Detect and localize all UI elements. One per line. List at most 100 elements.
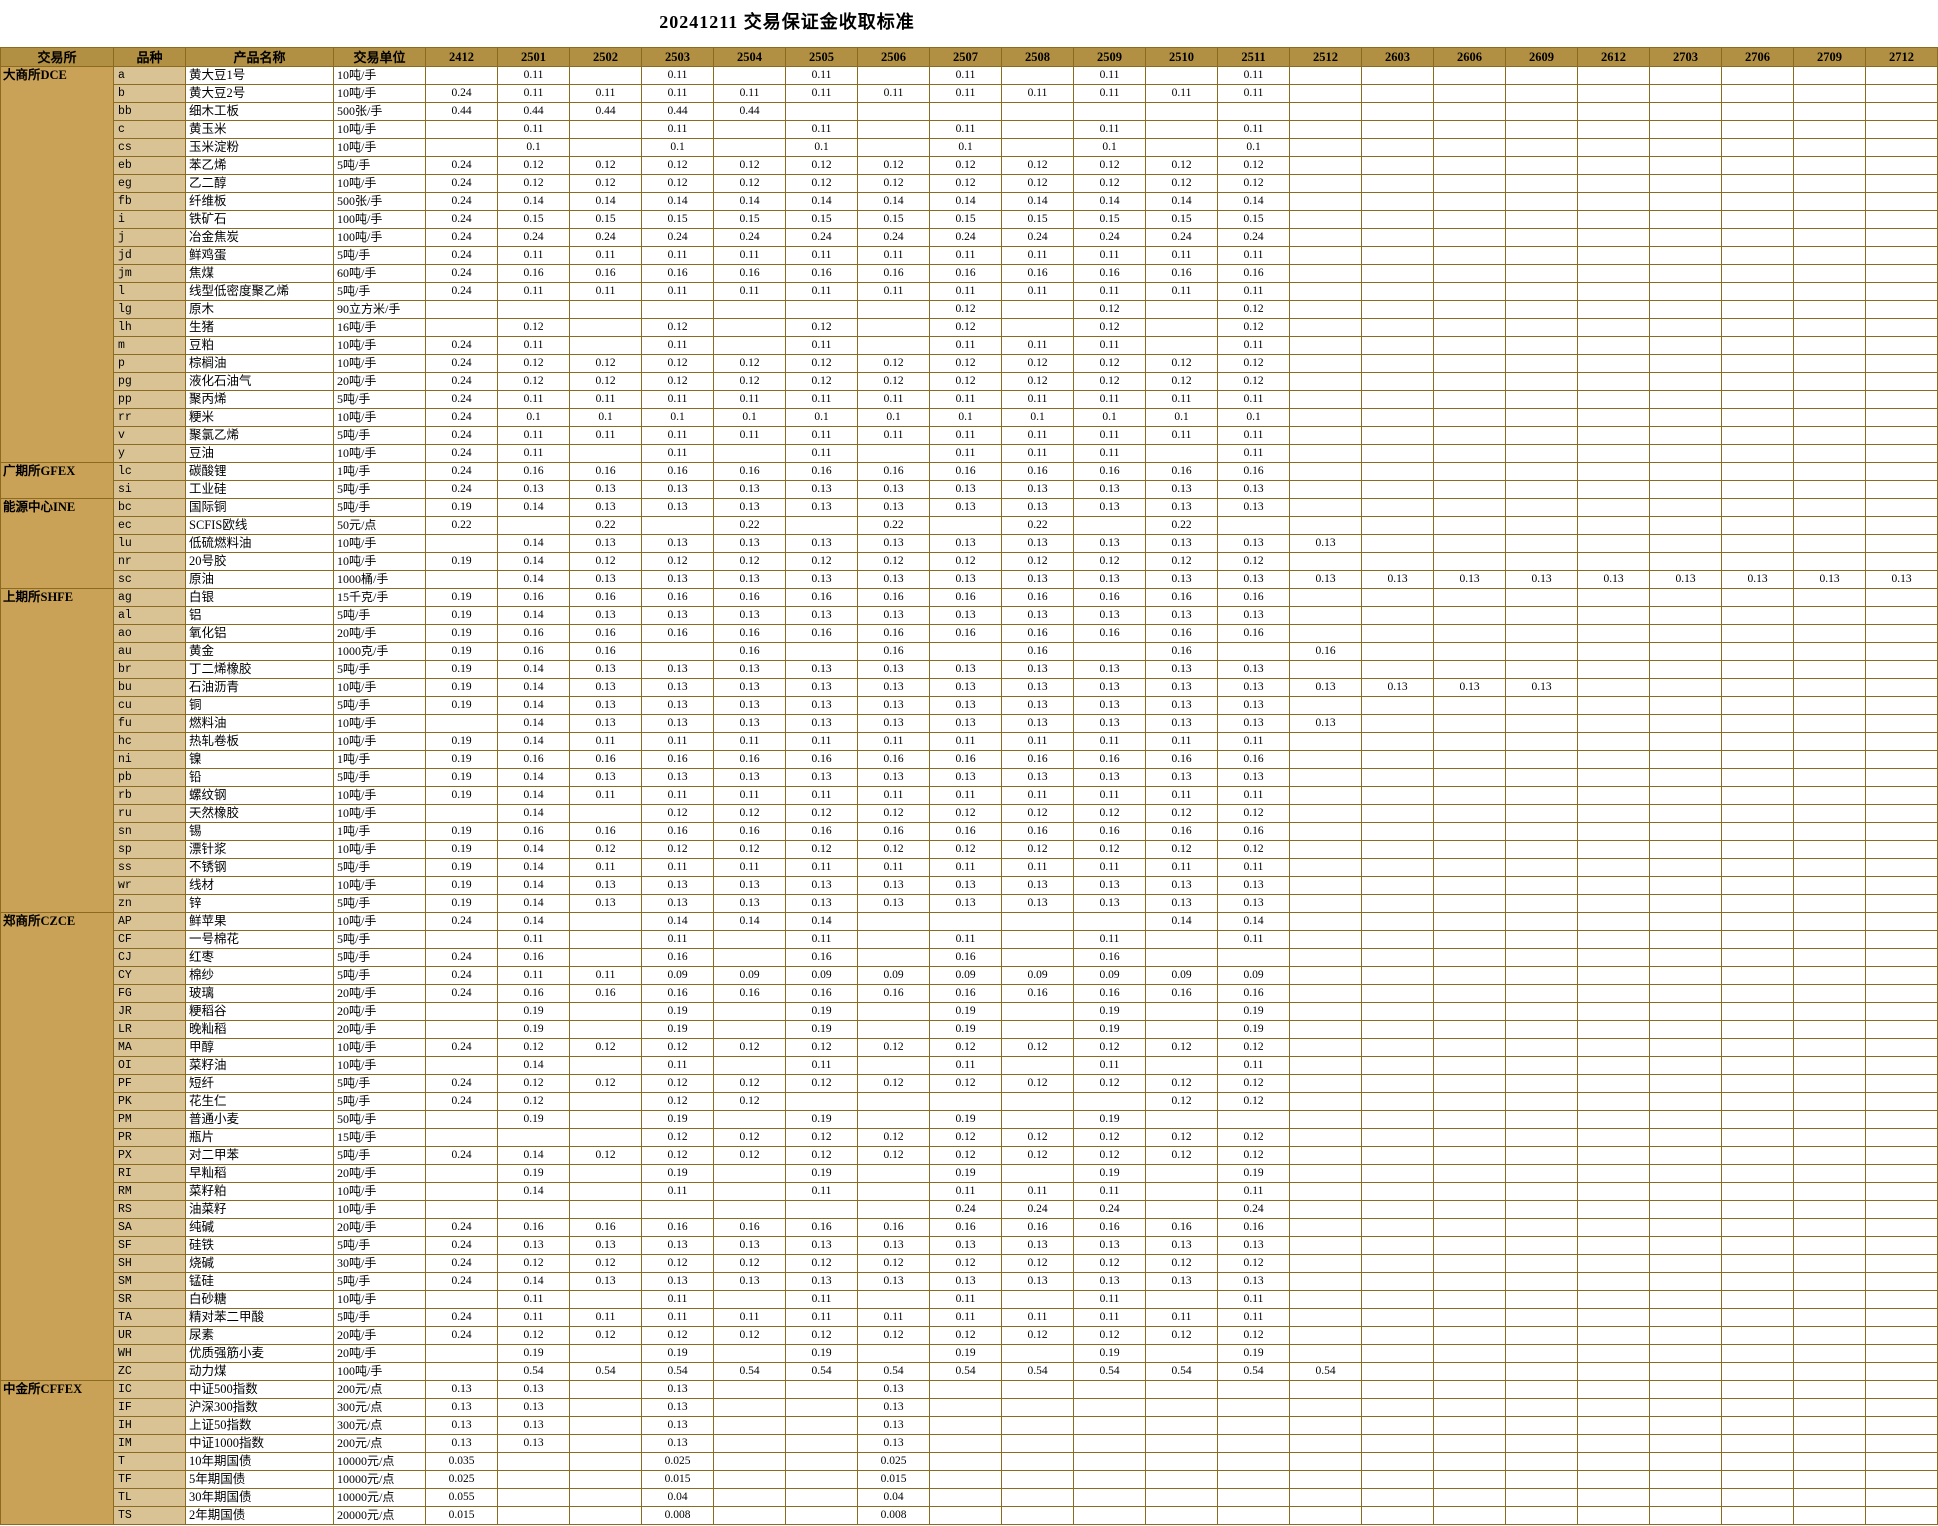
margin-value-cell — [1289, 300, 1362, 319]
margin-value-cell — [1433, 1362, 1506, 1381]
product-name-cell: 尿素 — [185, 1326, 334, 1345]
margin-value-cell — [1865, 102, 1938, 121]
margin-value-cell: 0.16 — [1217, 822, 1290, 841]
margin-value-cell — [1649, 1488, 1722, 1507]
margin-value-cell — [1289, 1326, 1362, 1345]
margin-value-cell: 0.14 — [497, 1272, 570, 1291]
margin-value-cell — [1433, 732, 1506, 751]
margin-value-cell: 0.12 — [641, 318, 714, 337]
margin-value-cell — [1361, 1362, 1434, 1381]
margin-value-cell — [1433, 1200, 1506, 1219]
variety-code-cell: cs — [113, 138, 186, 157]
margin-value-cell — [857, 1164, 930, 1183]
margin-value-cell: 0.09 — [1001, 966, 1074, 985]
margin-value-cell: 0.13 — [929, 570, 1002, 589]
margin-value-cell: 0.11 — [785, 930, 858, 949]
variety-code-cell: si — [113, 480, 186, 499]
margin-value-cell: 0.13 — [641, 498, 714, 517]
margin-value-cell — [1001, 102, 1074, 121]
margin-value-cell — [1289, 138, 1362, 157]
margin-value-cell — [1721, 102, 1794, 121]
margin-value-cell: 0.16 — [785, 1218, 858, 1237]
margin-value-cell — [1505, 354, 1578, 373]
margin-value-cell: 0.12 — [857, 354, 930, 373]
margin-value-cell — [425, 534, 498, 553]
margin-value-cell — [1289, 804, 1362, 823]
margin-value-cell — [857, 1200, 930, 1219]
margin-value-cell: 0.13 — [569, 606, 642, 625]
margin-value-cell — [1865, 354, 1938, 373]
margin-value-cell: 0.12 — [785, 804, 858, 823]
margin-value-cell: 0.16 — [497, 822, 570, 841]
product-name-cell: 线型低密度聚乙烯 — [185, 282, 334, 301]
margin-value-cell — [425, 1110, 498, 1129]
margin-value-cell: 0.13 — [1001, 696, 1074, 715]
margin-value-cell: 0.16 — [713, 462, 786, 481]
margin-value-cell — [1289, 1506, 1362, 1525]
table-row: eg 乙二醇 10吨/手 0.24 0.12 0.12 0.12 0.12 0.12 0.12 0.… — [1, 174, 1938, 193]
margin-value-cell: 0.11 — [1145, 858, 1218, 877]
margin-value-cell: 0.24 — [425, 480, 498, 499]
variety-code-cell: ZC — [113, 1362, 186, 1381]
margin-value-cell — [1433, 822, 1506, 841]
margin-value-cell — [1649, 1146, 1722, 1165]
margin-value-cell: 0.24 — [425, 1326, 498, 1345]
margin-value-cell — [1217, 1398, 1290, 1417]
margin-value-cell — [425, 318, 498, 337]
margin-value-cell — [1433, 192, 1506, 211]
margin-value-cell — [785, 1488, 858, 1507]
margin-value-cell — [1793, 336, 1866, 355]
variety-code-cell: nr — [113, 552, 186, 571]
margin-value-cell — [1289, 822, 1362, 841]
margin-value-cell — [569, 1182, 642, 1201]
margin-value-cell — [1865, 894, 1938, 913]
margin-value-cell: 0.12 — [1217, 300, 1290, 319]
margin-value-cell: 0.16 — [1217, 1218, 1290, 1237]
margin-value-cell — [1361, 282, 1434, 301]
margin-value-cell: 0.13 — [785, 1272, 858, 1291]
margin-value-cell: 0.13 — [1217, 768, 1290, 787]
margin-value-cell: 0.11 — [929, 390, 1002, 409]
table-row: ZC 动力煤 100吨/手 0.54 0.54 0.54 0.54 0.54 0.54 0.54 0… — [1, 1362, 1938, 1381]
margin-value-cell — [1289, 876, 1362, 895]
margin-value-cell — [1145, 1164, 1218, 1183]
margin-value-cell — [569, 1488, 642, 1507]
margin-value-cell — [1145, 120, 1218, 139]
margin-value-cell: 0.13 — [857, 1272, 930, 1291]
margin-value-cell: 0.12 — [1217, 840, 1290, 859]
margin-value-cell — [1433, 696, 1506, 715]
margin-value-cell: 0.11 — [641, 732, 714, 751]
margin-value-cell — [1217, 1452, 1290, 1471]
margin-value-cell — [1361, 534, 1434, 553]
margin-value-cell: 0.12 — [569, 1038, 642, 1057]
margin-value-cell — [1217, 1110, 1290, 1129]
margin-value-cell — [1433, 642, 1506, 661]
margin-value-cell: 0.19 — [497, 1110, 570, 1129]
margin-value-cell — [1433, 462, 1506, 481]
margin-value-cell — [1649, 678, 1722, 697]
margin-value-cell: 0.12 — [1001, 156, 1074, 175]
margin-value-cell — [1361, 1020, 1434, 1039]
margin-value-cell — [1577, 1128, 1650, 1147]
margin-value-cell — [1289, 1164, 1362, 1183]
margin-value-cell: 0.13 — [785, 876, 858, 895]
product-name-cell: 石油沥青 — [185, 678, 334, 697]
margin-value-cell — [1649, 462, 1722, 481]
margin-value-cell — [1577, 336, 1650, 355]
margin-value-cell: 0.16 — [497, 624, 570, 643]
margin-value-cell: 0.12 — [713, 804, 786, 823]
margin-value-cell — [1001, 300, 1074, 319]
margin-value-cell — [1505, 120, 1578, 139]
margin-value-cell — [1577, 1200, 1650, 1219]
product-name-cell: 一号棉花 — [185, 930, 334, 949]
margin-value-cell — [1649, 930, 1722, 949]
margin-value-cell: 0.13 — [1433, 570, 1506, 589]
margin-value-cell: 0.12 — [1217, 1038, 1290, 1057]
margin-value-cell — [1289, 1020, 1362, 1039]
margin-value-cell — [1649, 1056, 1722, 1075]
margin-value-cell — [1577, 426, 1650, 445]
margin-value-cell: 0.16 — [497, 588, 570, 607]
product-name-cell: 液化石油气 — [185, 372, 334, 391]
margin-value-cell: 0.12 — [785, 1146, 858, 1165]
margin-value-cell — [929, 1452, 1002, 1471]
